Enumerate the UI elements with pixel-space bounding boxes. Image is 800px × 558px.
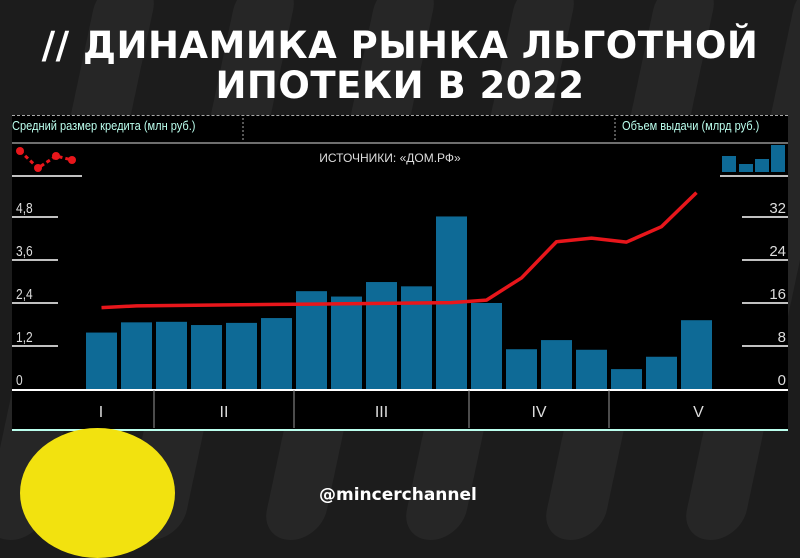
line-legend-dot	[34, 164, 42, 172]
volume-bar	[226, 323, 257, 389]
left-tick-label: 4,8	[16, 200, 33, 217]
line-legend-dot	[52, 152, 60, 160]
volume-bar	[611, 369, 642, 389]
volume-bar	[86, 333, 117, 389]
volume-bar	[576, 350, 607, 389]
right-tick-label: 0	[778, 372, 786, 389]
group-label: III	[375, 404, 388, 421]
group-label: V	[693, 404, 704, 421]
right-tick-label: 32	[769, 200, 786, 217]
volume-bar	[331, 297, 362, 389]
right-tick-label: 16	[769, 286, 786, 303]
bar-legend-icon	[739, 164, 753, 172]
volume-bar	[646, 357, 677, 389]
left-tick-label: 3,6	[16, 243, 33, 260]
volume-bar	[366, 282, 397, 389]
bar-legend-icon	[722, 156, 736, 172]
group-label: I	[99, 404, 103, 421]
volume-bar	[471, 303, 502, 389]
bar-legend-icon	[771, 145, 785, 172]
bar-legend-icon	[755, 159, 769, 172]
group-label: IV	[531, 404, 546, 421]
volume-bar	[681, 320, 712, 389]
left-tick-label: 0	[16, 372, 23, 389]
right-tick-label: 24	[769, 243, 786, 260]
line-legend-icon	[20, 151, 72, 168]
group-label: II	[220, 404, 229, 421]
volume-bar	[261, 318, 292, 389]
left-tick-label: 2,4	[16, 286, 33, 303]
line-legend-dot	[16, 147, 24, 155]
volume-bar	[191, 325, 222, 389]
source-note: ИСТОЧНИКИ: «ДОМ.РФ»	[319, 151, 461, 165]
channel-handle: @mincerchannel	[319, 485, 477, 505]
right-tick-label: 8	[778, 329, 786, 346]
line-legend-dot	[68, 156, 76, 164]
volume-bar	[121, 322, 152, 389]
volume-bar	[541, 340, 572, 389]
volume-bar	[506, 349, 537, 389]
logo	[20, 428, 175, 558]
left-tick-label: 1,2	[16, 329, 33, 346]
volume-bar	[156, 322, 187, 389]
avg-loan-line	[102, 193, 697, 308]
